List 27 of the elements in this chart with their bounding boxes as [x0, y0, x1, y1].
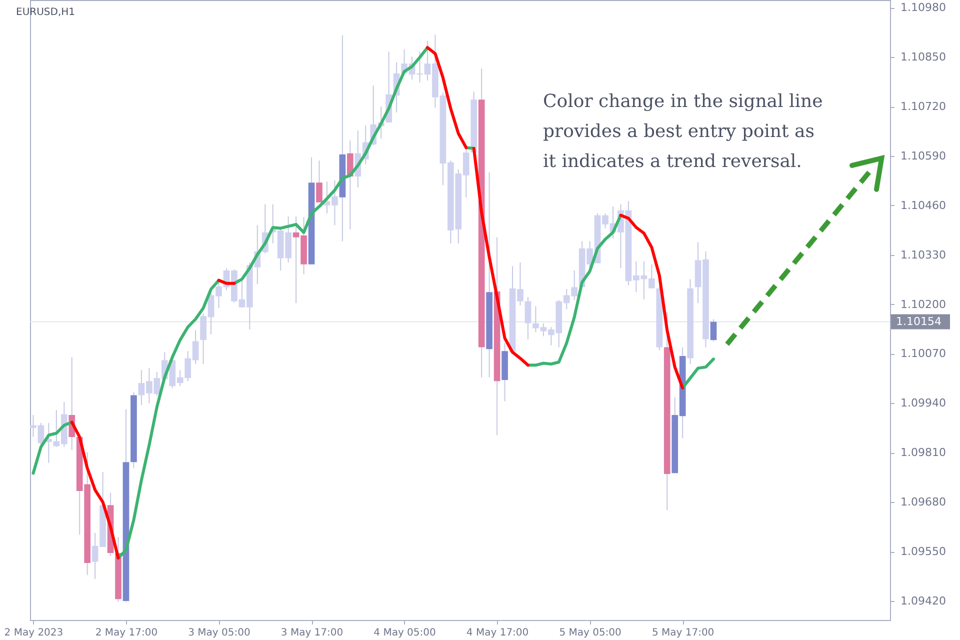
- annotation: Color change in the signal line provides a best entry point as it indicates a trend reversal.: [543, 91, 823, 172]
- x-tick-label: 2 May 2023: [4, 628, 64, 638]
- y-tick-label: 1.10460: [900, 198, 946, 212]
- y-tick-label: 1.09550: [900, 545, 946, 558]
- x-tick-label: 5 May 05:00: [559, 628, 622, 638]
- ref-line-label: 1.10154: [896, 314, 942, 328]
- y-tick-label: 1.09680: [900, 496, 946, 509]
- y-tick-label: 1.09810: [900, 446, 946, 460]
- candlestick: [710, 318, 717, 342]
- x-tick-label: 3 May 05:00: [188, 628, 250, 638]
- candlestick: [316, 160, 322, 203]
- y-tick-label: 1.10980: [900, 1, 946, 14]
- x-tick-label: 4 May 17:00: [466, 628, 529, 638]
- y-tick-label: 1.10850: [900, 50, 946, 64]
- y-tick-label: 1.09940: [900, 396, 946, 410]
- y-tick-label: 1.09420: [900, 594, 946, 608]
- text: EURUSD,H1: [16, 7, 76, 18]
- x-tick-label: 3 May 17:00: [280, 628, 344, 638]
- x-tick-label: 4 May 05:00: [374, 628, 436, 638]
- y-tick-label: 1.10720: [900, 100, 946, 114]
- y-tick-label: 1.10590: [900, 149, 946, 162]
- y-tick-label: 1.10200: [900, 298, 946, 311]
- x-tick-label: 2 May 17:00: [95, 628, 158, 638]
- y-tick-label: 1.10070: [900, 347, 946, 360]
- y-tick-label: 1.10330: [900, 248, 946, 262]
- x-tick-label: 5 May 17:00: [652, 628, 714, 638]
- candlestick: [524, 296, 532, 340]
